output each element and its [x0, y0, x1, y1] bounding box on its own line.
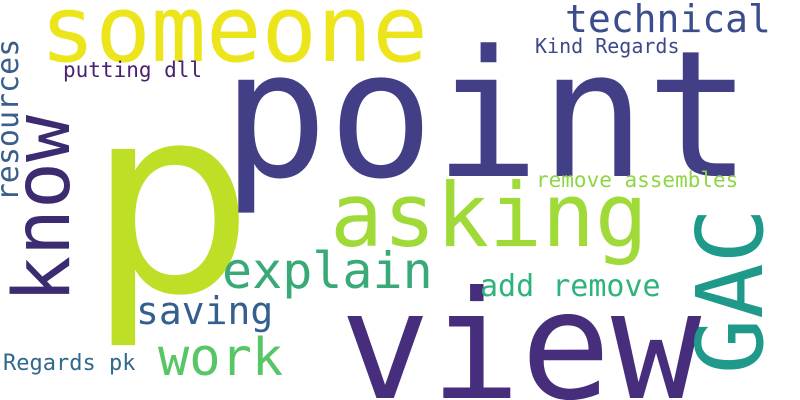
- word-asking: asking: [330, 164, 648, 267]
- word-kind-regards: Kind Regards: [535, 34, 680, 58]
- word-gac: GAC: [677, 207, 784, 375]
- word-someone: someone: [40, 0, 428, 83]
- word-resources: resources: [0, 38, 26, 202]
- word-explain: explain: [222, 242, 433, 300]
- word-regards-pk: Regards pk: [3, 351, 136, 376]
- word-point: point: [222, 13, 752, 218]
- word-putting-dll: putting dll: [63, 58, 203, 82]
- word-add-remove: add remove: [480, 269, 661, 304]
- word-remove-assembles: remove assembles: [536, 168, 739, 192]
- word-work: work: [158, 328, 284, 388]
- word-technical: technical: [565, 0, 771, 41]
- word-p: p: [88, 51, 254, 353]
- word-saving: saving: [136, 289, 274, 333]
- word-view: view: [340, 260, 702, 400]
